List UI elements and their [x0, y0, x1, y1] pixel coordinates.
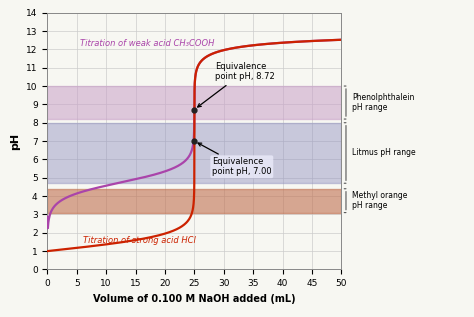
Text: Equivalence
point pH, 8.72: Equivalence point pH, 8.72 — [198, 62, 274, 107]
Text: Titration of weak acid CH₃COOH: Titration of weak acid CH₃COOH — [80, 39, 214, 49]
Bar — [47, 123, 341, 183]
X-axis label: Volume of 0.100 M NaOH added (mL): Volume of 0.100 M NaOH added (mL) — [93, 294, 296, 304]
Bar — [47, 189, 341, 213]
Text: Equivalence
point pH, 7.00: Equivalence point pH, 7.00 — [198, 143, 272, 177]
Text: Titration of strong acid HCl: Titration of strong acid HCl — [82, 236, 196, 245]
Y-axis label: pH: pH — [10, 133, 21, 150]
Text: Methyl orange
pH range: Methyl orange pH range — [352, 191, 407, 210]
Text: Litmus pH range: Litmus pH range — [352, 148, 416, 158]
Bar — [47, 86, 341, 119]
Text: Phenolphthalein
pH range: Phenolphthalein pH range — [352, 93, 414, 112]
